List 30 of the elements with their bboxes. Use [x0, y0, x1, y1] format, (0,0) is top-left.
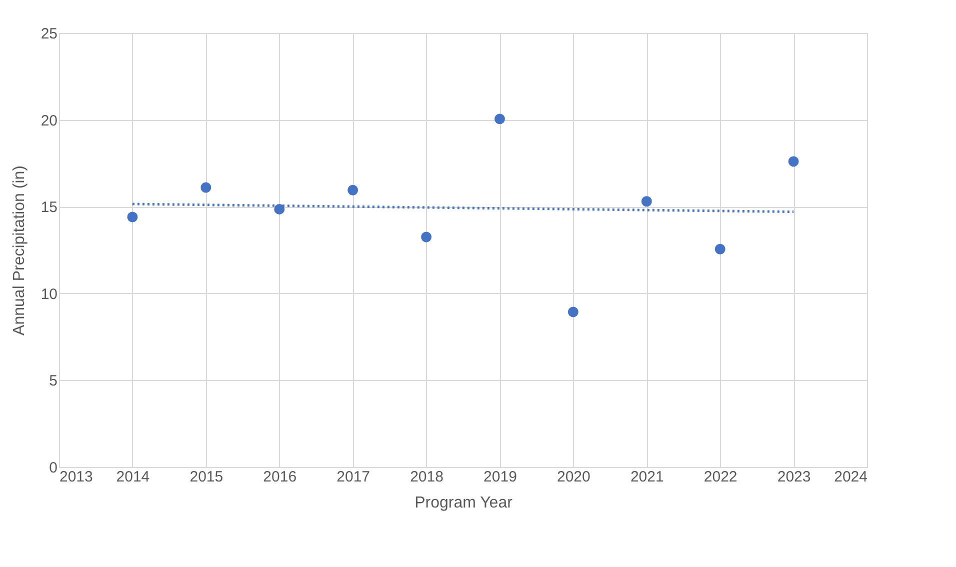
point	[568, 306, 578, 318]
y-tick-label: 15	[40, 199, 58, 216]
y-tick-label: 20	[40, 112, 58, 130]
y-axis-title: Annual Precipitation (in)	[10, 166, 28, 336]
x-tick-label: 2023	[777, 468, 811, 486]
x-tick-label: 2017	[336, 468, 370, 486]
x-tick-label: 2022	[704, 468, 738, 486]
y-tick-label: 25	[40, 26, 58, 42]
point	[421, 232, 432, 242]
point	[494, 114, 505, 124]
x-tick-label: 2024	[834, 468, 868, 486]
point	[714, 244, 726, 254]
x-tick-label: 2013	[60, 468, 93, 486]
point	[641, 196, 652, 207]
x-tick-label: 2020	[556, 468, 590, 486]
point	[788, 156, 799, 167]
x-axis-title: Program Year	[414, 494, 514, 512]
y-tick-label: 5	[49, 372, 58, 390]
x-tick-label: 2019	[484, 468, 517, 486]
x-tick-label: 2015	[190, 468, 224, 486]
x-tick-label: 2021	[630, 468, 664, 486]
y-tick-label: 10	[40, 286, 58, 303]
x-tick-label: 2014	[116, 468, 150, 486]
point	[348, 184, 358, 196]
y-tick-label: 0	[49, 460, 58, 476]
point	[274, 204, 285, 214]
point	[127, 212, 138, 222]
x-tick-label: 2016	[263, 468, 297, 486]
x-tick-label: 2018	[410, 468, 444, 486]
point	[200, 182, 212, 193]
